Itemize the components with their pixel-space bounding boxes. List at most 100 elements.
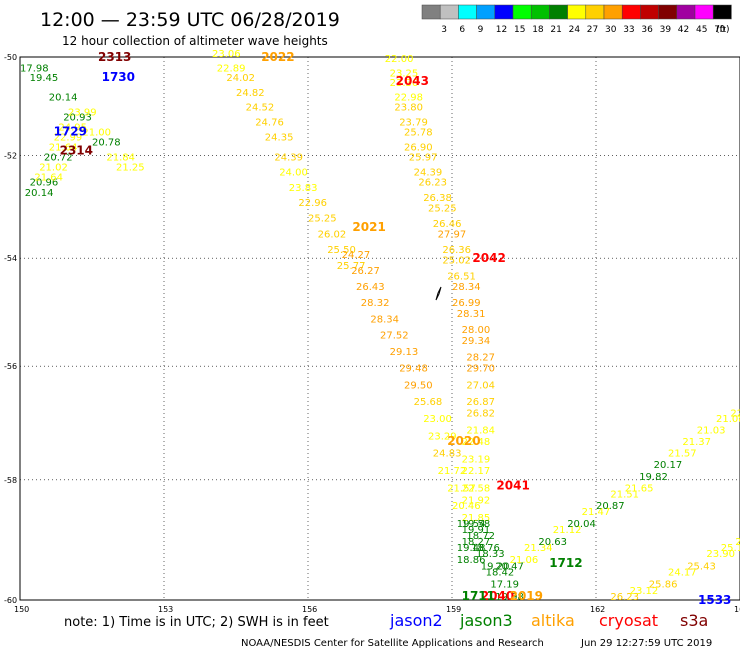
legend-tick-label: 36	[641, 25, 653, 35]
lon-tick-label: 162	[590, 605, 605, 614]
track: 20.4721.0621.3420.6321.1220.0421.4720.87…	[495, 409, 740, 573]
wave-height-label: 25.97	[409, 152, 438, 163]
wave-height-label: 28.00	[462, 325, 491, 336]
lon-tick-label: 165	[734, 605, 740, 614]
footer-note: note: 1) Time is in UTC; 2) SWH is in fe…	[64, 615, 329, 630]
wave-height-label: 26.82	[466, 409, 495, 420]
wave-height-label: 19.58	[462, 519, 491, 530]
wave-height-label: 25.02	[442, 255, 471, 266]
wave-height-label: 21.57	[668, 449, 697, 460]
legend-swatch	[549, 4, 568, 20]
legend-swatch	[676, 4, 696, 20]
wave-height-label: 21.92	[462, 495, 491, 506]
wave-height-label: 20.04	[567, 519, 596, 530]
wave-height-label: 21.51	[610, 489, 639, 500]
legend-tick-label: 30	[605, 25, 617, 35]
legend-swatch	[712, 4, 732, 20]
lat-tick-label: -52	[4, 151, 17, 160]
lat-tick-label: -56	[4, 362, 17, 371]
wave-height-label: 29.70	[466, 364, 495, 375]
footer-timestamp: Jun 29 12:27:59 UTC 2019	[580, 638, 712, 649]
wave-height-label: 20.14	[25, 188, 54, 199]
wave-height-label: 26.51	[447, 271, 476, 282]
pass-time-label: 2019	[510, 589, 543, 603]
legend-tick-label: 6	[459, 25, 465, 35]
wave-height-label: 18.33	[476, 549, 505, 560]
legend-tick-label: 42	[678, 25, 689, 35]
track: 24.27 26.27 26.43 28.32 28.34 27.52 29.13 29.48…	[342, 220, 491, 548]
wave-height-label: 26.02	[318, 229, 347, 240]
wave-height-label: 23.90	[706, 549, 735, 560]
legend-tick-label: 15	[514, 25, 525, 35]
wave-height-label: 24.02	[226, 73, 255, 84]
pass-time-label: 1711	[462, 589, 495, 603]
wave-height-label: 27.04	[466, 380, 495, 391]
wave-height-label: 23.06	[212, 49, 241, 60]
wave-height-label: 20.93	[63, 112, 92, 123]
wave-height-label: 19.45	[30, 73, 59, 84]
legend-swatch	[640, 4, 659, 20]
wave-height-label: 26.23	[418, 178, 447, 189]
pass-time-label: 2043	[396, 74, 429, 88]
wave-height-label: 27.52	[380, 331, 409, 342]
wave-height-label: 22.48	[462, 437, 491, 448]
legend-tick-label: 12	[496, 25, 507, 35]
wave-height-label: 25.17	[721, 543, 740, 554]
wave-height-label: 21.06	[510, 555, 539, 566]
mission-label: s3a	[680, 611, 708, 630]
wave-height-label: 21.64	[34, 173, 63, 184]
wave-height-label: 24.39	[414, 168, 443, 179]
wave-height-label: 22.96	[298, 198, 327, 209]
wave-height-label: 26.43	[356, 282, 385, 293]
wave-height-label: 25.68	[414, 397, 443, 408]
wave-height-label: 29.48	[399, 364, 428, 375]
legend-swatch	[567, 4, 587, 20]
wave-height-label: 21.84	[106, 152, 135, 163]
wave-height-label: 24.76	[255, 117, 284, 128]
wave-height-label: 26.27	[351, 266, 380, 277]
lat-tick-label: -60	[4, 596, 17, 605]
figure-title: 12:00 — 23:59 UTC 06/28/2019	[40, 9, 340, 31]
legend-swatch	[512, 4, 532, 20]
legend-tick-label: 45	[696, 25, 707, 35]
pass-time-label: 1730	[102, 70, 135, 84]
pass-time-label: 2314	[60, 143, 93, 157]
wave-height-label: 22.98	[394, 93, 423, 104]
wave-height-label: 21.03	[697, 426, 726, 437]
wave-height-label: 25.50	[327, 245, 356, 256]
footer-credit: NOAA/NESDIS Center for Satellite Applica…	[241, 638, 544, 649]
wave-height-label: 25.78	[404, 127, 433, 138]
wave-height-label: 28.34	[370, 314, 399, 325]
wave-height-label: 20.47	[495, 561, 524, 572]
wave-height-label: 23.79	[399, 117, 428, 128]
legend-swatch	[439, 4, 459, 20]
wave-height-label: 24.17	[668, 567, 697, 578]
lon-tick-label: 159	[446, 605, 461, 614]
wave-height-label: 21.00	[82, 127, 111, 138]
wave-height-label: 26.87	[466, 397, 495, 408]
pass-time-label: 2042	[472, 251, 505, 265]
pass-time-label: 1729	[54, 124, 87, 138]
wave-height-label: 20.17	[654, 460, 683, 471]
wave-height-label: 26.46	[433, 219, 462, 230]
wave-height-label: 29.13	[390, 347, 419, 358]
map-frame	[19, 56, 740, 601]
wave-height-label: 23.12	[630, 586, 659, 597]
wave-height-label: 20.72	[44, 152, 73, 163]
pass-time-label: 1533	[698, 593, 731, 607]
wave-height-label: 22.00	[385, 54, 414, 65]
wave-height-label: 25.25	[428, 203, 457, 214]
wave-height-label: 23.83	[289, 183, 318, 194]
wave-height-label: 21.72	[438, 466, 467, 477]
wave-height-label: 21.57	[447, 484, 476, 495]
legend-tick-label: 24	[569, 25, 581, 35]
wave-height-label: 19.82	[639, 472, 668, 483]
wave-height-label: 26.23	[610, 592, 639, 603]
map-axes: 150 153 156 159 162 165 -50 -52 -54 -56 -58 -60	[4, 53, 740, 614]
wave-height-label: 18.76	[471, 543, 500, 554]
wave-height-label: 22.17	[462, 466, 491, 477]
